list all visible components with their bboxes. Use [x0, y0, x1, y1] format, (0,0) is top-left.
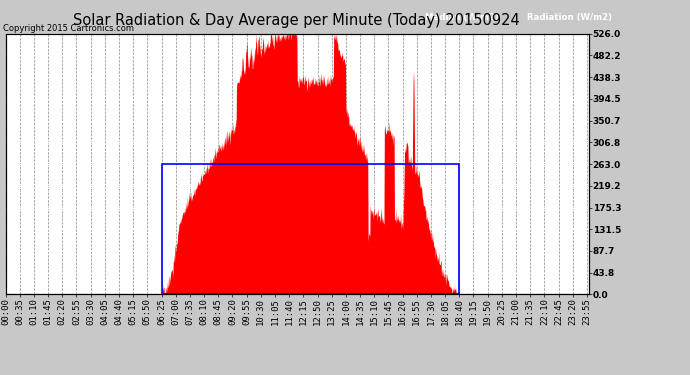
Text: Median (W/m2): Median (W/m2)	[425, 13, 498, 22]
Text: Solar Radiation & Day Average per Minute (Today) 20150924: Solar Radiation & Day Average per Minute…	[73, 13, 520, 28]
Bar	[161, 164, 460, 294]
Text: Radiation (W/m2): Radiation (W/m2)	[527, 13, 612, 22]
Text: Copyright 2015 Cartronics.com: Copyright 2015 Cartronics.com	[3, 24, 135, 33]
